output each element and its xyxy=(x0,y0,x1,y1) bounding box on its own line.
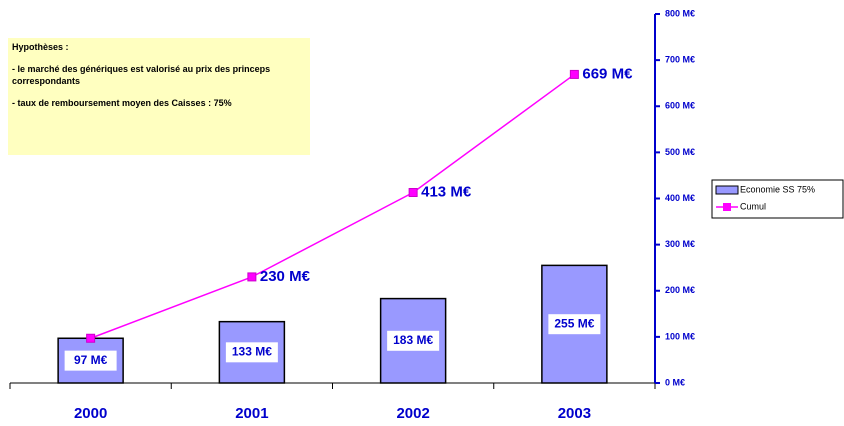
y-tick-label: 400 M€ xyxy=(665,193,695,203)
value-label-box xyxy=(225,342,278,363)
y-tick-label: 100 M€ xyxy=(665,331,695,341)
line xyxy=(90,73,575,339)
line-marker xyxy=(86,333,96,343)
line-marker xyxy=(408,188,418,198)
y-tick-label: 800 M€ xyxy=(665,8,695,18)
value-label: 230 M€ xyxy=(260,268,311,285)
legend-swatch xyxy=(723,203,731,211)
value-label-box xyxy=(64,350,117,371)
value-label: 133 M€ xyxy=(232,344,272,358)
hypothesis-line: - le marché des génériques est valorisé … xyxy=(12,64,271,86)
x-tick-label: 2002 xyxy=(396,405,429,422)
value-label: 669 M€ xyxy=(582,65,633,82)
y-tick-label: 600 M€ xyxy=(665,101,695,111)
hypothesis-title: Hypothèses : xyxy=(12,42,69,52)
value-label-box xyxy=(387,330,440,351)
value-label-box xyxy=(548,314,601,335)
value-label: 255 M€ xyxy=(554,316,594,330)
x-tick-label: 2003 xyxy=(558,405,591,422)
x-tick-label: 2000 xyxy=(74,405,107,422)
value-label: 183 M€ xyxy=(393,333,433,347)
hypothesis-box: Hypothèses : - le marché des génériques … xyxy=(8,38,310,155)
y-tick-label: 500 M€ xyxy=(665,147,695,157)
x-tick-label: 2001 xyxy=(235,405,268,422)
y-tick-label: 700 M€ xyxy=(665,55,695,65)
y-tick-label: 300 M€ xyxy=(665,239,695,249)
legend-swatch xyxy=(715,185,739,195)
y-tick-label: 200 M€ xyxy=(665,285,695,295)
legend-label: Economie SS 75% xyxy=(740,184,815,194)
hypothesis-line: - taux de remboursement moyen des Caisse… xyxy=(12,98,232,108)
line-marker xyxy=(247,272,257,282)
value-label: 413 M€ xyxy=(421,183,472,200)
line-marker xyxy=(569,69,579,79)
y-tick-label: 0 M€ xyxy=(665,377,685,387)
value-label: 97 M€ xyxy=(74,353,108,367)
legend-label: Cumul xyxy=(740,201,766,211)
